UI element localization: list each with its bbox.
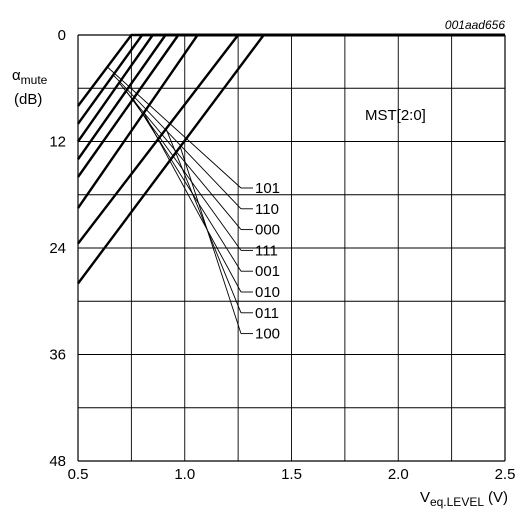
y-tick-label: 36 — [49, 347, 66, 364]
x-tick-label: 1.0 — [174, 466, 195, 483]
legend-title: MST[2:0] — [365, 107, 426, 124]
series-label: 010 — [255, 284, 280, 301]
leader-line — [132, 98, 242, 272]
chart-tick-labels: 0.5 1.0 1.5 2.0 2.5 0 12 24 36 48 — [49, 27, 515, 483]
leader-line — [118, 82, 242, 230]
reference-id: 001aad656 — [445, 18, 505, 32]
x-axis-symbol: V — [420, 489, 430, 506]
series-label: 101 — [255, 180, 280, 197]
y-tick-label: 0 — [58, 27, 66, 44]
y-tick-label: 12 — [49, 134, 66, 151]
x-tick-label: 1.5 — [281, 466, 302, 483]
x-axis-unit: (V) — [488, 489, 508, 506]
chart-curves — [77, 33, 505, 285]
x-tick-label: 2.0 — [388, 466, 409, 483]
series-label: 111 — [255, 242, 278, 259]
leader-line — [165, 128, 242, 313]
chart-series-labels: 101 110 000 111 001 010 011 100 — [255, 180, 280, 343]
y-axis-subscript: mute — [21, 73, 48, 87]
series-line-100 — [77, 33, 505, 285]
y-axis-unit: (dB) — [14, 91, 42, 108]
series-label: 100 — [255, 326, 280, 343]
y-tick-label: 24 — [49, 240, 66, 257]
y-axis-symbol: α — [12, 67, 21, 84]
x-tick-label: 0.5 — [68, 466, 89, 483]
x-axis-label: Veq.LEVEL (V) — [420, 489, 508, 509]
series-label: 110 — [255, 201, 279, 218]
x-tick-label: 2.5 — [495, 466, 516, 483]
leader-line — [107, 66, 242, 189]
y-tick-label: 48 — [49, 453, 66, 470]
y-axis-label: αmute — [12, 67, 48, 87]
chart-leader-lines — [107, 66, 253, 335]
series-label: 000 — [255, 222, 280, 239]
series-label: 001 — [255, 263, 280, 280]
leader-line — [143, 112, 242, 293]
series-label: 011 — [255, 305, 279, 322]
chart-grid — [77, 34, 506, 462]
x-axis-subscript: eq.LEVEL — [430, 495, 484, 509]
leader-line — [112, 74, 242, 210]
leader-line — [179, 146, 242, 334]
